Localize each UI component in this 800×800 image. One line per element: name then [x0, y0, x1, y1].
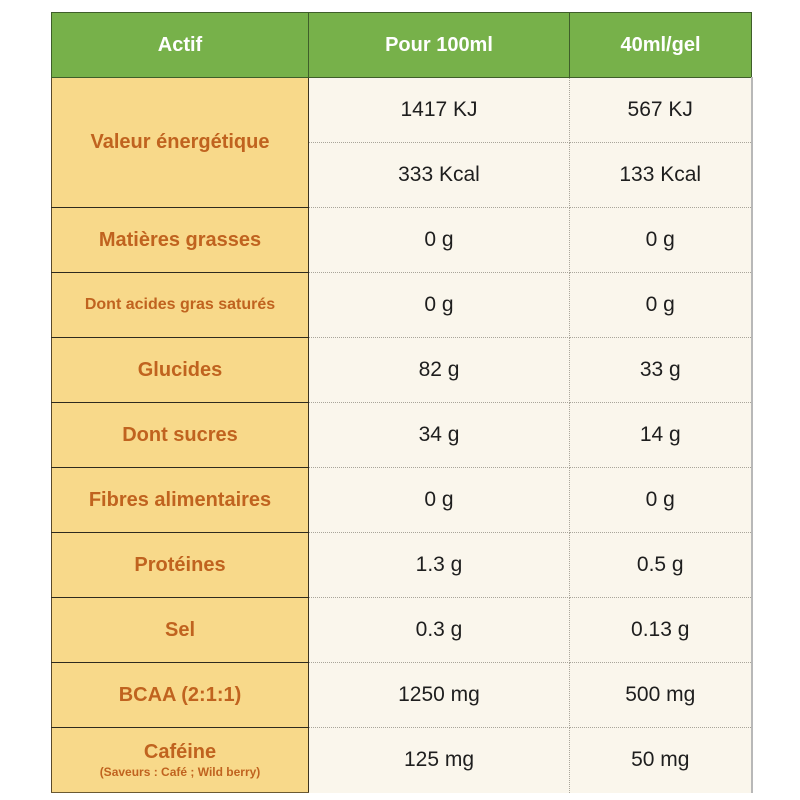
- row-label-text: Caféine: [143, 740, 217, 763]
- value-gel: 0 g: [569, 207, 753, 273]
- table-row: Fibres alimentaires 0 g 0 g: [51, 467, 753, 533]
- table-row: Sel 0.3 g 0.13 g: [51, 597, 753, 663]
- row-label: Fibres alimentaires: [51, 467, 309, 533]
- row-label: Glucides: [51, 337, 309, 403]
- table-row: Protéines 1.3 g 0.5 g: [51, 532, 753, 598]
- value-gel: 0.13 g: [569, 597, 753, 663]
- value-100ml: 0 g: [308, 272, 570, 338]
- table-row: Caféine (Saveurs : Café ; Wild berry) 12…: [51, 727, 753, 793]
- energy-row-kcal: 333 Kcal 133 Kcal: [52, 142, 753, 208]
- row-label: BCAA (2:1:1): [51, 662, 309, 728]
- value-gel: 0 g: [569, 467, 753, 533]
- energy-kcal-gel: 133 Kcal: [569, 142, 753, 208]
- row-label: Sel: [51, 597, 309, 663]
- row-sublabel: (Saveurs : Café ; Wild berry): [99, 764, 261, 779]
- table-row: Glucides 82 g 33 g: [51, 337, 753, 403]
- table-row: BCAA (2:1:1) 1250 mg 500 mg: [51, 662, 753, 728]
- value-gel: 33 g: [569, 337, 753, 403]
- value-100ml: 0 g: [308, 207, 570, 273]
- value-gel: 0.5 g: [569, 532, 753, 598]
- row-label: Protéines: [51, 532, 309, 598]
- value-100ml: 82 g: [308, 337, 570, 403]
- energy-row-kj: Valeur énergétique 1417 KJ 567 KJ: [51, 77, 753, 208]
- header-actif: Actif: [51, 12, 309, 78]
- table-row: Matières grasses 0 g 0 g: [51, 207, 753, 273]
- value-100ml: 125 mg: [308, 727, 570, 793]
- row-label-energy: Valeur énergétique: [51, 77, 309, 208]
- header-row: Actif Pour 100ml 40ml/gel: [51, 12, 752, 78]
- value-100ml: 34 g: [308, 402, 570, 468]
- table-row: Dont sucres 34 g 14 g: [51, 402, 753, 468]
- table-row: Dont acides gras saturés 0 g 0 g: [51, 272, 753, 338]
- value-gel: 14 g: [569, 402, 753, 468]
- value-gel: 500 mg: [569, 662, 753, 728]
- value-gel: 50 mg: [569, 727, 753, 793]
- header-per-gel: 40ml/gel: [569, 12, 752, 78]
- row-label: Matières grasses: [51, 207, 309, 273]
- value-100ml: 1.3 g: [308, 532, 570, 598]
- value-100ml: 0.3 g: [308, 597, 570, 663]
- row-label: Dont acides gras saturés: [51, 272, 309, 338]
- row-label: Caféine (Saveurs : Café ; Wild berry): [51, 727, 309, 793]
- row-label: Dont sucres: [51, 402, 309, 468]
- value-gel: 0 g: [569, 272, 753, 338]
- energy-kj-gel: 567 KJ: [569, 77, 753, 143]
- nutrition-table: Actif Pour 100ml 40ml/gel Valeur énergét…: [51, 12, 753, 793]
- energy-kcal-100ml: 333 Kcal: [308, 142, 570, 208]
- value-100ml: 1250 mg: [308, 662, 570, 728]
- energy-kj-100ml: 1417 KJ: [308, 77, 570, 143]
- header-per-100ml: Pour 100ml: [308, 12, 570, 78]
- value-100ml: 0 g: [308, 467, 570, 533]
